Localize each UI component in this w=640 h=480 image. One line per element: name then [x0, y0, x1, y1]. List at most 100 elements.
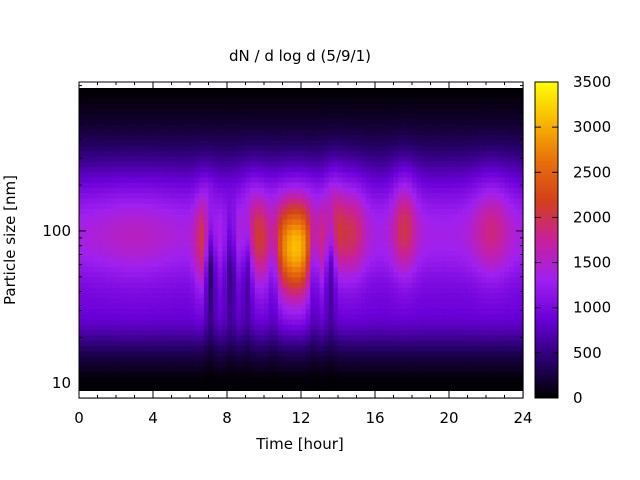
- heatmap-cell: [402, 387, 408, 394]
- heatmap-cell: [79, 229, 85, 236]
- heatmap-cell: [393, 319, 399, 325]
- heatmap-cell: [203, 334, 210, 341]
- heatmap-cell: [116, 292, 122, 299]
- heatmap-cell: [425, 319, 432, 325]
- heatmap-cell: [129, 182, 136, 188]
- heatmap-cell: [240, 113, 247, 120]
- heatmap-cell: [79, 113, 85, 120]
- heatmap-cell: [412, 97, 418, 104]
- heatmap-cell: [176, 250, 182, 257]
- heatmap-cell: [148, 92, 154, 99]
- heatmap-cell: [384, 240, 390, 246]
- heatmap-cell: [125, 145, 131, 152]
- heatmap-cell: [444, 313, 450, 320]
- heatmap-cell: [162, 324, 168, 331]
- heatmap-cell: [208, 118, 214, 125]
- heatmap-cell: [106, 371, 112, 378]
- heatmap-cell: [222, 387, 228, 394]
- heatmap-cell: [129, 255, 136, 262]
- heatmap-cell: [425, 292, 432, 299]
- heatmap-cell: [305, 145, 311, 152]
- heatmap-cell: [439, 150, 445, 157]
- heatmap-cell: [102, 366, 108, 373]
- heatmap-cell: [254, 308, 260, 315]
- heatmap-cell: [421, 113, 427, 120]
- heatmap-cell: [458, 350, 464, 357]
- heatmap-cell: [291, 319, 297, 325]
- heatmap-cell: [153, 124, 159, 130]
- heatmap-cell: [116, 261, 122, 267]
- heatmap-cell: [180, 329, 186, 336]
- heatmap-cell: [102, 361, 108, 367]
- heatmap-cell: [83, 292, 89, 299]
- heatmap-cell: [319, 124, 325, 130]
- heatmap-cell: [162, 350, 168, 357]
- heatmap-cell: [310, 261, 316, 267]
- heatmap-cell: [250, 255, 256, 262]
- heatmap-cell: [79, 292, 85, 299]
- heatmap-cell: [116, 303, 122, 310]
- heatmap-cell: [208, 350, 214, 357]
- heatmap-cell: [416, 319, 422, 325]
- heatmap-cell: [439, 124, 445, 130]
- heatmap-cell: [199, 334, 205, 341]
- heatmap-cell: [324, 382, 330, 389]
- heatmap-cell: [231, 271, 237, 278]
- heatmap-cell: [111, 303, 117, 310]
- heatmap-cell: [287, 171, 293, 178]
- heatmap-cell: [245, 303, 251, 310]
- heatmap-cell: [314, 282, 321, 288]
- heatmap-cell: [203, 145, 210, 152]
- heatmap-cell: [342, 382, 348, 389]
- heatmap-cell: [291, 187, 297, 194]
- heatmap-cell: [190, 340, 196, 346]
- heatmap-cell: [361, 282, 367, 288]
- heatmap-cell: [462, 361, 469, 367]
- heatmap-cell: [375, 229, 381, 236]
- heatmap-cell: [213, 166, 219, 173]
- heatmap-cell: [310, 292, 316, 299]
- heatmap-cell: [347, 155, 353, 162]
- heatmap-cell: [217, 287, 223, 294]
- heatmap-cell: [301, 213, 307, 220]
- heatmap-cell: [245, 382, 251, 389]
- heatmap-cell: [277, 134, 284, 141]
- heatmap-cell: [351, 134, 358, 141]
- heatmap-cell: [425, 197, 432, 204]
- heatmap-cell: [97, 319, 103, 325]
- heatmap-cell: [435, 103, 441, 109]
- heatmap-cell: [398, 324, 404, 331]
- heatmap-cell: [264, 350, 270, 357]
- heatmap-cell: [171, 355, 177, 362]
- heatmap-cell: [319, 240, 325, 246]
- heatmap-cell: [129, 297, 136, 304]
- heatmap-cell: [324, 192, 330, 199]
- heatmap-cell: [301, 250, 307, 257]
- heatmap-cell: [282, 387, 288, 394]
- heatmap-cell: [259, 92, 265, 99]
- heatmap-cell: [412, 187, 418, 194]
- heatmap-cell: [79, 245, 85, 252]
- heatmap-cell: [208, 161, 214, 167]
- heatmap-cell: [351, 118, 358, 125]
- heatmap-cell: [240, 271, 247, 278]
- heatmap-cell: [185, 129, 191, 136]
- heatmap-cell: [324, 145, 330, 152]
- heatmap-cell: [208, 208, 214, 215]
- heatmap-cell: [227, 208, 233, 215]
- heatmap-cell: [166, 329, 173, 336]
- heatmap-cell: [412, 319, 418, 325]
- heatmap-cell: [277, 197, 284, 204]
- heatmap-cell: [148, 245, 154, 252]
- heatmap-cell: [97, 234, 103, 241]
- heatmap-cell: [296, 240, 302, 246]
- heatmap-cell: [370, 208, 376, 215]
- heatmap-cell: [125, 192, 131, 199]
- heatmap-cell: [365, 197, 371, 204]
- heatmap-cell: [116, 282, 122, 288]
- heatmap-cell: [116, 229, 122, 236]
- heatmap-cell: [314, 229, 321, 236]
- heatmap-cell: [435, 92, 441, 99]
- heatmap-cell: [268, 224, 274, 231]
- heatmap-cell: [240, 350, 247, 357]
